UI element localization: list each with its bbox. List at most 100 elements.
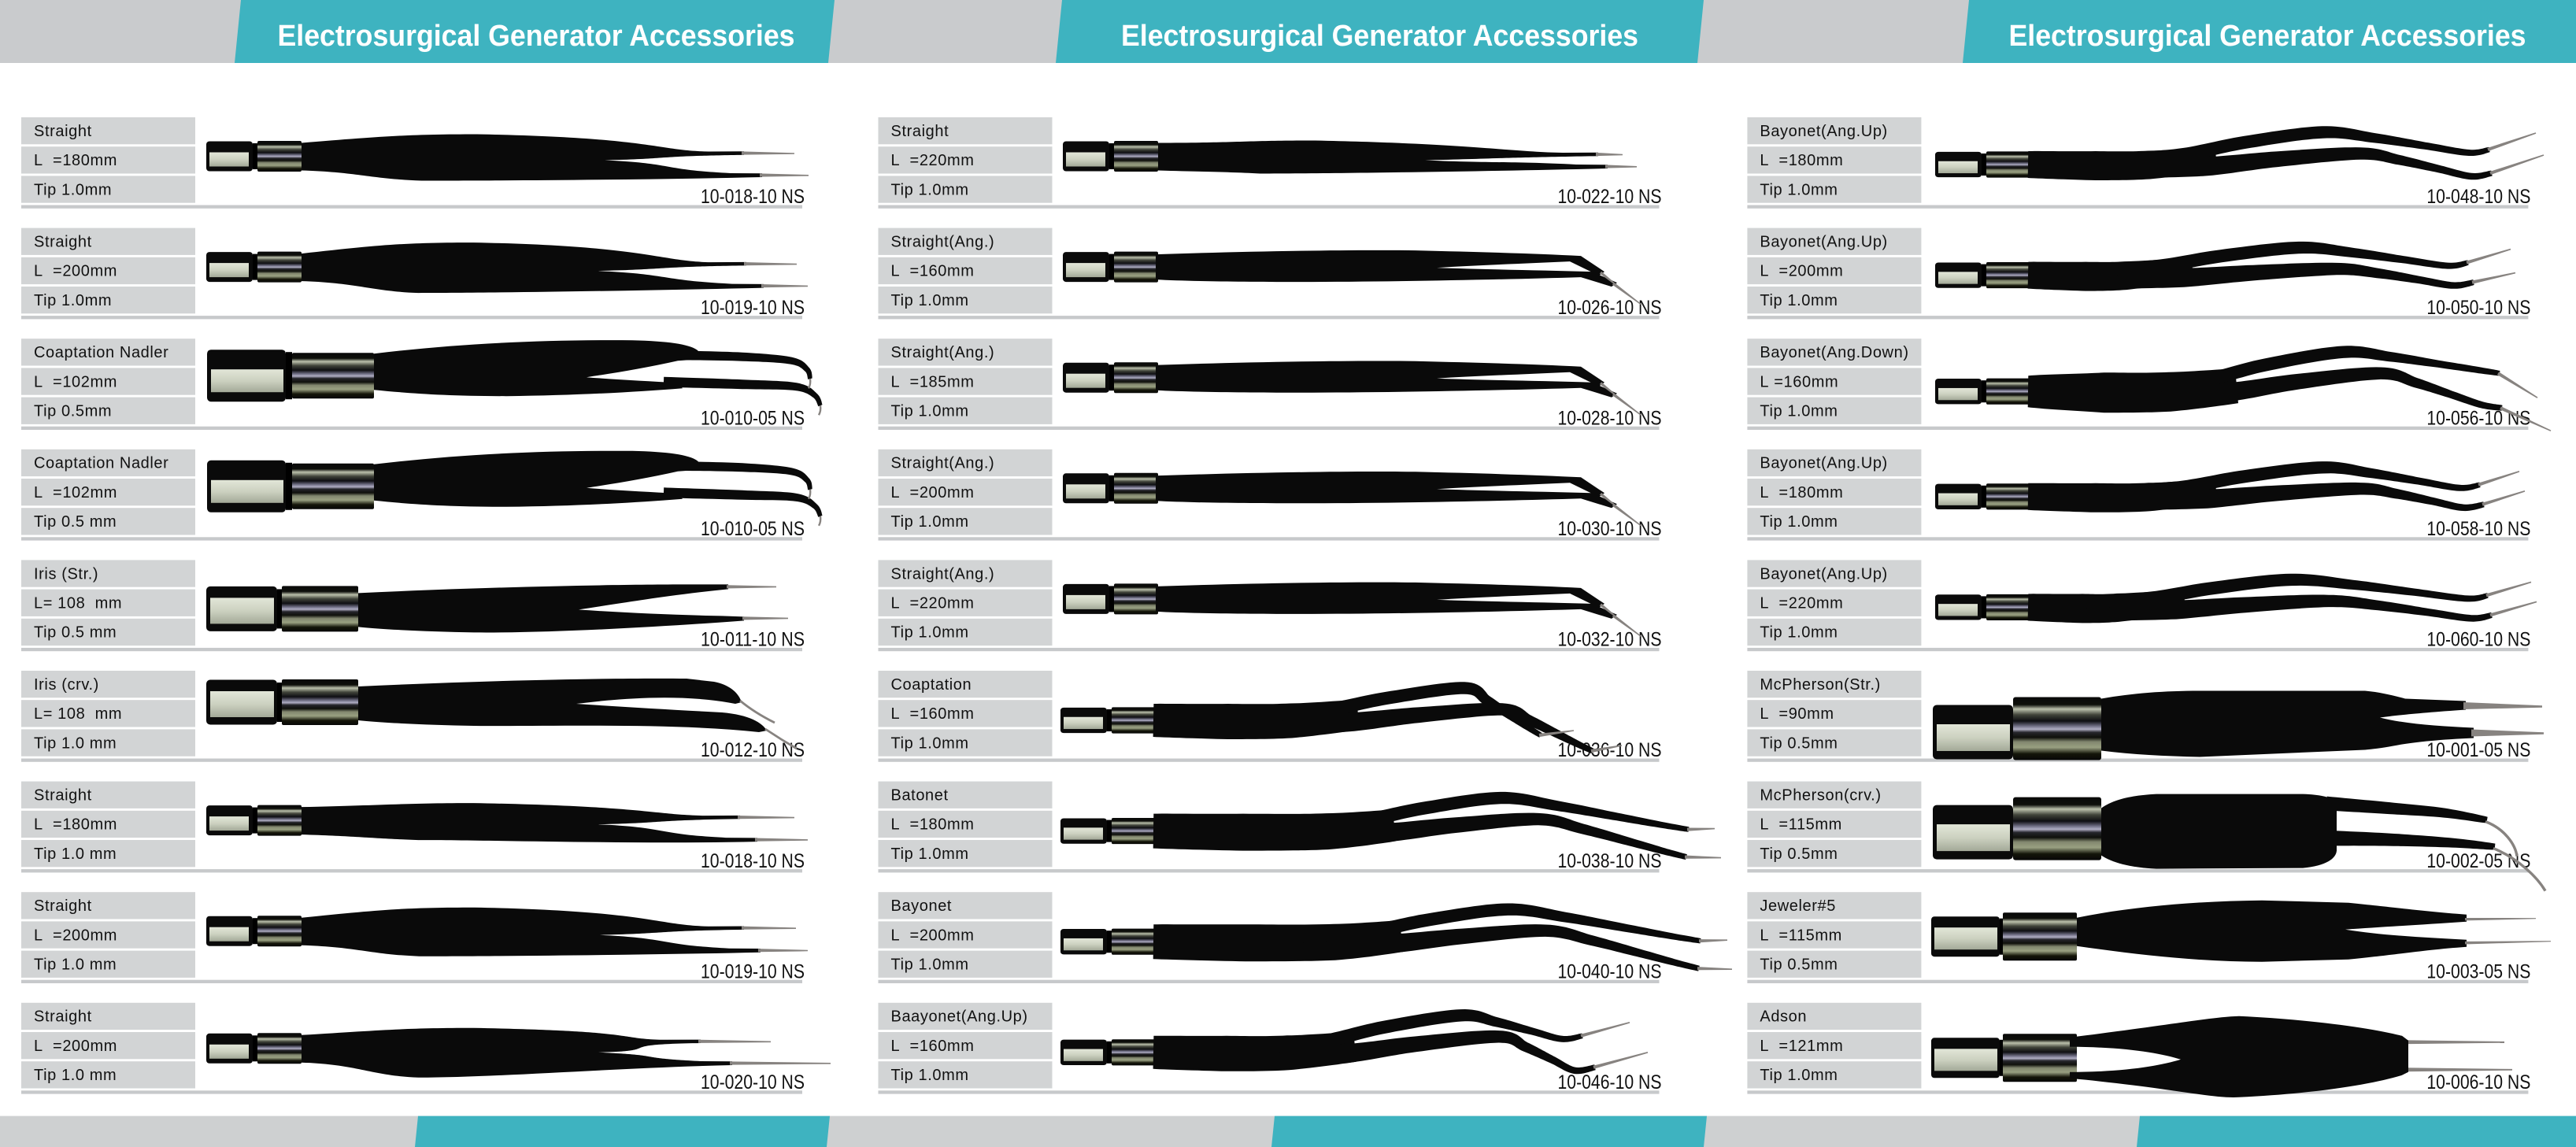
- svg-text:10-012-10 NS: 10-012-10 NS: [701, 739, 805, 761]
- svg-text:Baayonet(Ang.Up): Baayonet(Ang.Up): [891, 1008, 1028, 1026]
- svg-text:10-038-10 NS: 10-038-10 NS: [1558, 850, 1662, 872]
- svg-text:L =180mm: L =180mm: [1760, 152, 1843, 169]
- svg-text:Bayonet(Ang.Up): Bayonet(Ang.Up): [1760, 234, 1887, 251]
- svg-text:Iris (crv.): Iris (crv.): [34, 676, 99, 694]
- svg-text:10-019-10 NS: 10-019-10 NS: [701, 297, 805, 319]
- svg-text:Bayonet(Ang.Up): Bayonet(Ang.Up): [1760, 455, 1887, 472]
- svg-text:Tip 1.0mm: Tip 1.0mm: [1760, 403, 1838, 420]
- svg-text:L =115mm: L =115mm: [1760, 816, 1842, 834]
- svg-text:L =180mm: L =180mm: [891, 816, 975, 834]
- svg-text:L =180mm: L =180mm: [34, 816, 117, 834]
- svg-text:10-018-10 NS: 10-018-10 NS: [701, 850, 805, 872]
- svg-text:10-030-10 NS: 10-030-10 NS: [1558, 518, 1662, 540]
- svg-text:10-003-05 NS: 10-003-05 NS: [2426, 960, 2530, 982]
- svg-text:Tip 1.0 mm: Tip 1.0 mm: [34, 956, 117, 974]
- svg-text:Tip 1.0mm: Tip 1.0mm: [891, 845, 969, 863]
- svg-text:10-032-10 NS: 10-032-10 NS: [1558, 629, 1662, 651]
- svg-text:L =90mm: L =90mm: [1760, 705, 1834, 723]
- svg-text:L= 108 mm: L= 108 mm: [34, 595, 122, 612]
- svg-text:Bayonet(Ang.Down): Bayonet(Ang.Down): [1760, 344, 1908, 361]
- svg-text:Tip 0.5 mm: Tip 0.5 mm: [34, 513, 117, 531]
- svg-text:Straight: Straight: [34, 787, 92, 805]
- svg-text:L =200mm: L =200mm: [34, 263, 117, 280]
- svg-text:10-002-05 NS: 10-002-05 NS: [2426, 850, 2530, 872]
- svg-text:Batonet: Batonet: [891, 787, 949, 805]
- svg-text:Adson: Adson: [1760, 1008, 1807, 1026]
- svg-text:10-022-10 NS: 10-022-10 NS: [1558, 186, 1662, 208]
- svg-text:L =200mm: L =200mm: [891, 927, 975, 944]
- svg-text:Straight(Ang.): Straight(Ang.): [891, 344, 995, 361]
- svg-text:Tip 1.0mm: Tip 1.0mm: [891, 624, 969, 642]
- svg-text:L =160mm: L =160mm: [891, 263, 975, 280]
- svg-text:L =160mm: L =160mm: [891, 1038, 975, 1055]
- svg-text:L =102mm: L =102mm: [34, 484, 117, 501]
- svg-text:McPherson(crv.): McPherson(crv.): [1760, 787, 1881, 805]
- svg-text:L =220mm: L =220mm: [891, 595, 975, 612]
- svg-text:Tip 1.0mm: Tip 1.0mm: [34, 181, 112, 198]
- svg-text:Tip 0.5 mm: Tip 0.5 mm: [34, 624, 117, 642]
- svg-text:10-026-10 NS: 10-026-10 NS: [1558, 297, 1662, 319]
- svg-text:L =185mm: L =185mm: [891, 373, 975, 390]
- svg-text:Straight(Ang.): Straight(Ang.): [891, 565, 995, 583]
- svg-text:Bayonet(Ang.Up): Bayonet(Ang.Up): [1760, 123, 1887, 140]
- svg-text:10-028-10 NS: 10-028-10 NS: [1558, 407, 1662, 429]
- svg-text:10-020-10 NS: 10-020-10 NS: [701, 1071, 805, 1093]
- svg-text:L =220mm: L =220mm: [1760, 595, 1843, 612]
- svg-text:10-040-10 NS: 10-040-10 NS: [1558, 960, 1662, 982]
- svg-text:Tip 1.0mm: Tip 1.0mm: [891, 292, 969, 309]
- svg-text:Tip 1.0 mm: Tip 1.0 mm: [34, 734, 117, 752]
- svg-text:10-018-10 NS: 10-018-10 NS: [701, 186, 805, 208]
- svg-text:10-060-10 NS: 10-060-10 NS: [2426, 629, 2530, 651]
- svg-text:Tip 1.0mm: Tip 1.0mm: [1760, 181, 1838, 198]
- svg-text:Straight: Straight: [34, 897, 92, 915]
- svg-text:Tip 0.5mm: Tip 0.5mm: [34, 403, 112, 420]
- svg-text:Tip 1.0mm: Tip 1.0mm: [1760, 1067, 1838, 1084]
- svg-text:Tip 1.0mm: Tip 1.0mm: [1760, 624, 1838, 642]
- svg-text:10-058-10 NS: 10-058-10 NS: [2426, 518, 2530, 540]
- svg-text:10-010-05 NS: 10-010-05 NS: [701, 407, 805, 429]
- svg-text:10-050-10 NS: 10-050-10 NS: [2426, 297, 2530, 319]
- svg-text:Tip 1.0mm: Tip 1.0mm: [891, 181, 969, 198]
- svg-text:Straight(Ang.): Straight(Ang.): [891, 234, 995, 251]
- svg-text:Electrosurgical Generator Acce: Electrosurgical Generator Accessories: [1121, 20, 1638, 53]
- svg-text:Electrosurgical Generator Acce: Electrosurgical Generator Accessories: [2009, 20, 2526, 53]
- svg-text:McPherson(Str.): McPherson(Str.): [1760, 676, 1880, 694]
- svg-text:Bayonet(Ang.Up): Bayonet(Ang.Up): [1760, 565, 1887, 583]
- svg-text:Tip 1.0mm: Tip 1.0mm: [891, 734, 969, 752]
- svg-text:10-056-10 NS: 10-056-10 NS: [2426, 407, 2530, 429]
- svg-text:10-001-05 NS: 10-001-05 NS: [2426, 739, 2530, 761]
- svg-text:Tip 1.0mm: Tip 1.0mm: [1760, 513, 1838, 531]
- svg-text:L =102mm: L =102mm: [34, 373, 117, 390]
- svg-text:Jeweler#5: Jeweler#5: [1760, 897, 1836, 915]
- svg-text:L =160mm: L =160mm: [1760, 373, 1838, 390]
- svg-text:10-048-10 NS: 10-048-10 NS: [2426, 186, 2530, 208]
- svg-text:L= 108 mm: L= 108 mm: [34, 705, 122, 723]
- svg-text:L =180mm: L =180mm: [34, 152, 117, 169]
- svg-text:Straight(Ang.): Straight(Ang.): [891, 455, 995, 472]
- svg-text:10-006-10 NS: 10-006-10 NS: [2426, 1071, 2530, 1093]
- svg-text:Tip 1.0mm: Tip 1.0mm: [891, 956, 969, 974]
- svg-text:L =200mm: L =200mm: [891, 484, 975, 501]
- svg-text:L =200mm: L =200mm: [1760, 263, 1843, 280]
- svg-text:Coaptation: Coaptation: [891, 676, 972, 694]
- svg-text:Tip 0.5mm: Tip 0.5mm: [1760, 956, 1838, 974]
- svg-text:Tip 1.0mm: Tip 1.0mm: [891, 403, 969, 420]
- svg-text:L =220mm: L =220mm: [891, 152, 975, 169]
- svg-text:Electrosurgical Generator Acce: Electrosurgical Generator Accessories: [278, 20, 795, 53]
- svg-text:10-010-05 NS: 10-010-05 NS: [701, 518, 805, 540]
- svg-text:Tip 1.0mm: Tip 1.0mm: [34, 292, 112, 309]
- svg-text:Straight: Straight: [34, 234, 92, 251]
- svg-text:10-046-10 NS: 10-046-10 NS: [1558, 1071, 1662, 1093]
- svg-text:Tip 0.5mm: Tip 0.5mm: [1760, 845, 1838, 863]
- svg-text:Tip 0.5mm: Tip 0.5mm: [1760, 734, 1838, 752]
- svg-text:Tip 1.0mm: Tip 1.0mm: [1760, 292, 1838, 309]
- svg-text:Tip 1.0 mm: Tip 1.0 mm: [34, 845, 117, 863]
- svg-text:Iris (Str.): Iris (Str.): [34, 565, 98, 583]
- svg-text:Straight: Straight: [891, 123, 949, 140]
- svg-text:L =160mm: L =160mm: [891, 705, 975, 723]
- svg-text:L =121mm: L =121mm: [1760, 1038, 1843, 1055]
- svg-text:Bayonet: Bayonet: [891, 897, 953, 915]
- svg-text:Coaptation Nadler: Coaptation Nadler: [34, 455, 168, 472]
- svg-text:Straight: Straight: [34, 123, 92, 140]
- svg-text:Tip 1.0mm: Tip 1.0mm: [891, 1067, 969, 1084]
